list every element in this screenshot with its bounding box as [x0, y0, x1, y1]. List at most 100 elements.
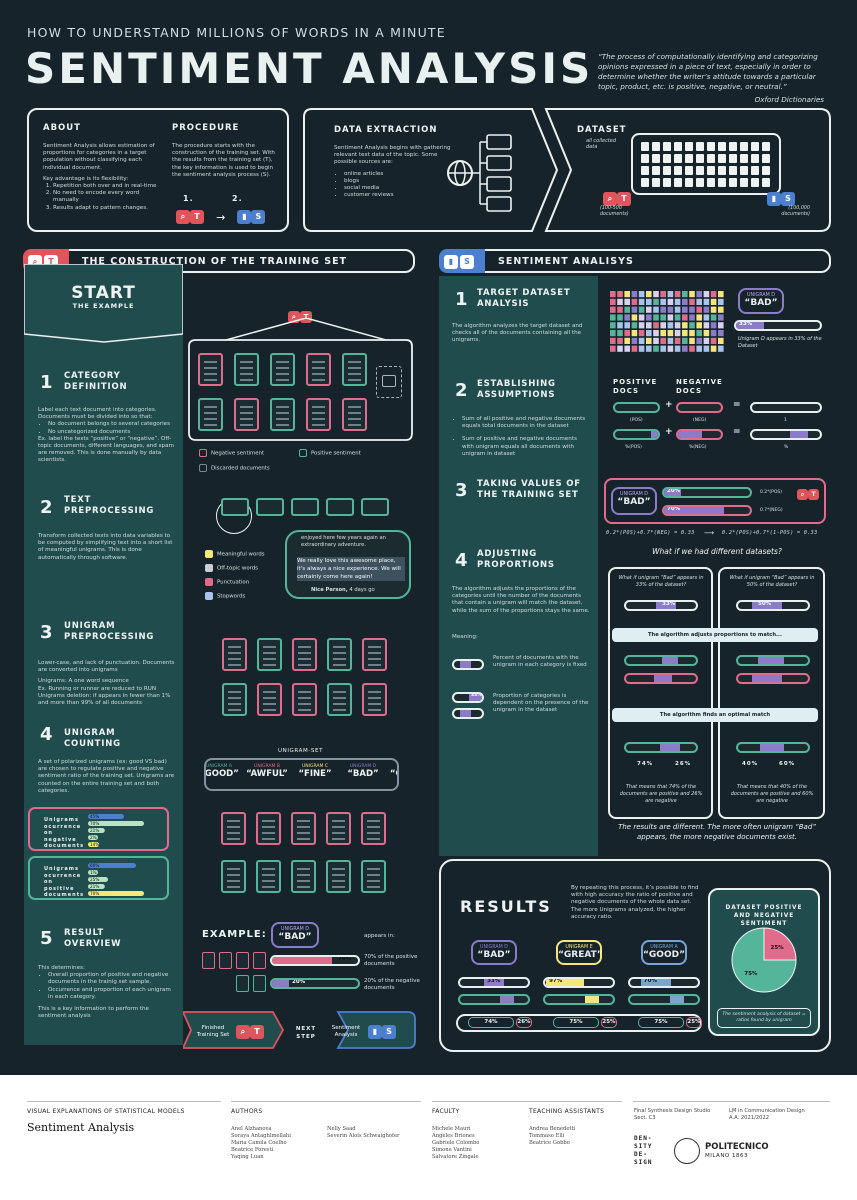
occurrence-bar	[88, 821, 144, 826]
col2-b: 60%	[779, 761, 796, 767]
density-design-logo: DEN-SITY DE-SIGN	[634, 1135, 653, 1166]
document-icon	[663, 178, 671, 187]
document-icon	[710, 306, 717, 313]
document-icon	[236, 952, 249, 969]
arrow-right-icon: →	[216, 211, 226, 224]
document-icon	[710, 322, 717, 329]
total-docs-bar-2	[750, 429, 822, 440]
results-panel	[439, 859, 831, 1052]
document-icon	[718, 337, 724, 344]
document-icon	[696, 291, 702, 298]
about-point: No need to encode every word manually	[53, 190, 161, 204]
document-icon	[610, 314, 616, 321]
document-icon	[710, 298, 717, 305]
col2-a: 40%	[742, 761, 759, 767]
dataset-title: DATASET	[577, 125, 627, 135]
step-5-title: RESULT OVERVIEW	[64, 928, 122, 949]
document-icon	[663, 142, 671, 151]
step-1-title: CATEGORY DEFINITION	[64, 371, 128, 392]
document-icon	[646, 337, 652, 344]
neg-occurrence-box: Unigrams ocurrence on negative documents…	[28, 807, 169, 851]
footer-faculty: Michele Mauri Ángeles Briones Gabriele Col…	[432, 1126, 480, 1160]
document-icon	[617, 330, 623, 337]
step-1-number: 1	[40, 372, 53, 393]
about-title: ABOUT	[43, 123, 81, 133]
document-icon	[682, 306, 688, 313]
document-icon	[624, 306, 630, 313]
document-icon	[256, 498, 284, 516]
document-icon	[682, 330, 688, 337]
document-icon	[667, 337, 674, 344]
unigram-item: UNIGRAM A“GOOD”	[204, 764, 239, 779]
adjust-bar	[736, 673, 810, 684]
document-icon	[646, 291, 652, 298]
footer-project-title: Sentiment Analysis	[27, 1121, 135, 1134]
training-steps-column	[24, 264, 183, 1045]
document-icon	[718, 345, 724, 352]
extraction-body: Sentiment Analysis begins with gathering…	[334, 145, 451, 166]
unigram-item: UNIGRAM D “BAD”	[347, 764, 379, 779]
document-icon	[674, 166, 682, 175]
document-icon	[221, 860, 246, 893]
document-icon	[198, 353, 223, 386]
occurrence-label: 21%	[90, 828, 99, 833]
document-icon	[689, 291, 695, 298]
document-icon	[253, 952, 266, 969]
results-text: By repeating this process, it’s possible…	[571, 885, 699, 920]
politecnico-seal-icon	[674, 1138, 700, 1164]
document-icon	[689, 337, 695, 344]
document-icon	[198, 398, 223, 431]
document-icon	[696, 306, 702, 313]
footer-ta: Andrea Benedetti Tommaso Elli Beatrice Gob…	[529, 1126, 576, 1146]
document-icon	[703, 330, 710, 337]
occurrence-label: 25%	[90, 877, 99, 882]
document-icon	[751, 166, 759, 175]
quote-source: Oxford Dictionaries	[754, 95, 824, 104]
document-icon	[631, 291, 638, 298]
finished-training-label: Finished Training Set	[196, 1025, 230, 1038]
training-docs-frame	[188, 318, 413, 441]
document-icon	[718, 166, 726, 175]
step-4-text: A set of polarized unigrams (ex: good VS…	[38, 759, 175, 794]
s3-formula-1: 0.2*(POS)	[760, 490, 783, 495]
document-icon	[253, 975, 266, 992]
document-icon	[703, 337, 710, 344]
document-icon	[652, 178, 660, 187]
equation-1: 0.2*(POS)+0.7*(NEG) = 0.33	[606, 530, 695, 536]
document-icon	[292, 638, 317, 671]
document-icon	[710, 291, 717, 298]
document-icon	[660, 330, 666, 337]
dataset-t-badge: ⌕ T	[603, 188, 631, 207]
occurrence-label: 70%	[90, 891, 99, 896]
document-icon	[646, 345, 652, 352]
step-3-number: 3	[40, 622, 53, 643]
footer-authors-2: Nelly Saad Severin Alois Schwaighofer	[327, 1126, 400, 1139]
document-icon	[762, 166, 770, 175]
document-icon	[696, 142, 704, 151]
document-icon	[617, 298, 623, 305]
document-icon	[361, 860, 386, 893]
results-unigram: UNIGRAM E “GREAT”	[556, 940, 603, 965]
occurrence-bar	[88, 835, 98, 840]
pos-occurrence-box: Unigrams ocurrence on positive documents…	[28, 856, 169, 900]
document-icon	[326, 812, 351, 845]
document-icon	[740, 154, 748, 163]
document-icon	[610, 345, 616, 352]
document-icon	[638, 314, 645, 321]
document-icon	[610, 330, 616, 337]
summary-positive: 75%	[553, 1017, 599, 1028]
sentiment-header-badge: ▮ S	[439, 249, 485, 273]
legend-discarded: Discarded documents	[199, 464, 270, 472]
document-icon	[646, 298, 652, 305]
pos-docs-label: POSITIVE DOCS	[613, 378, 658, 395]
summary-negative: 25%	[686, 1017, 702, 1028]
document-icon	[660, 306, 666, 313]
document-icon	[617, 291, 623, 298]
document-icon	[667, 298, 674, 305]
document-icon	[342, 398, 367, 431]
occurrence-bar	[88, 863, 136, 868]
occurrence-label: 14%	[90, 842, 99, 847]
occurrence-bar	[88, 877, 108, 882]
document-icon	[291, 812, 316, 845]
document-icon	[710, 314, 717, 321]
